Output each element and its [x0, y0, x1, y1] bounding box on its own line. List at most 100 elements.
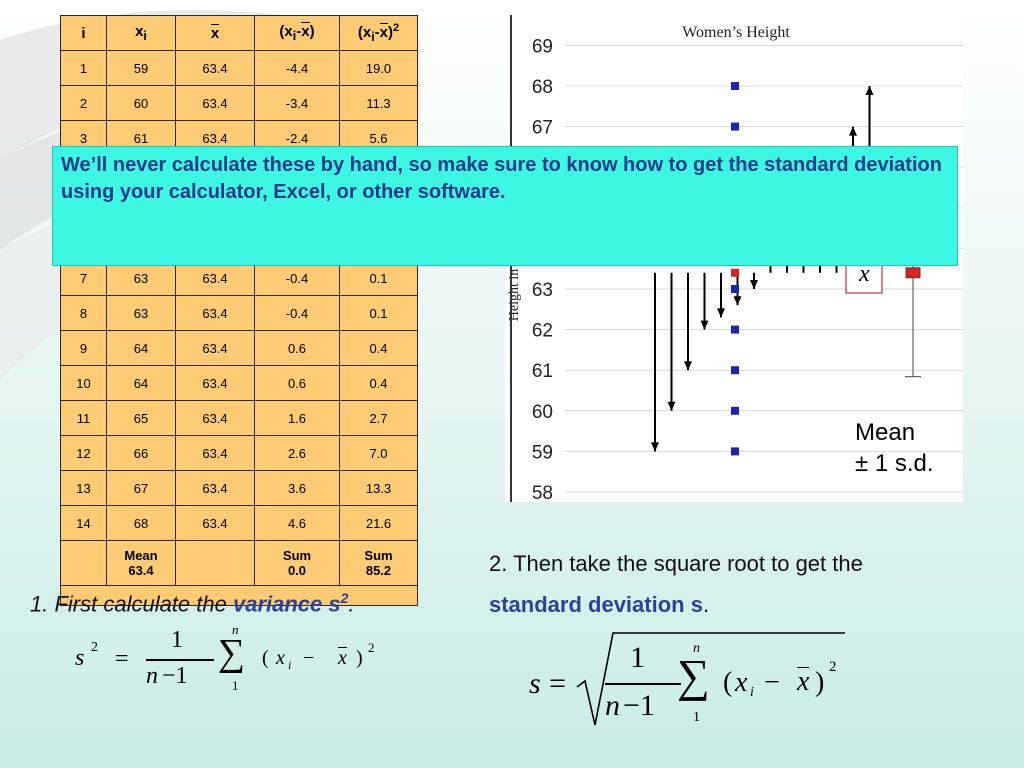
table-row: 13 67 63.4 3.6 13.3 — [60, 470, 418, 506]
var-den-rest: −1 — [162, 663, 188, 689]
step2-suffix: . — [702, 592, 710, 617]
cell-sq: 0.4 — [339, 330, 418, 366]
cell-sq: 7.0 — [339, 435, 418, 471]
sd-formula: s = 1 n −1 n ∑ 1 ( x i − x ) 2 — [527, 625, 857, 735]
cell-mean: 63.4 — [175, 85, 255, 121]
step1-exp: 2 — [340, 590, 349, 606]
y-tick-label: 59 — [532, 442, 553, 463]
var-den-n: n — [146, 663, 158, 689]
sd-sum-bot: 1 — [693, 710, 700, 725]
data-point — [731, 447, 739, 456]
y-tick-label: 60 — [532, 402, 553, 423]
y-tick-label: 69 — [532, 36, 553, 57]
cell-i: 1 — [60, 50, 107, 86]
cell-mean: 63.4 — [175, 330, 255, 366]
y-tick-label: 61 — [532, 361, 553, 382]
summary-sum-sq: Sum 85.2 — [339, 540, 418, 586]
sd-mean-marker — [905, 267, 921, 279]
var-sum-symbol: ∑ — [218, 632, 246, 674]
chart-ylabel: Height in — [507, 269, 522, 322]
cell-dev: -0.4 — [254, 295, 340, 331]
header-xbar: x — [175, 15, 255, 51]
cell-i: 8 — [60, 295, 107, 331]
table-summary-row: Mean 63.4 Sum 0.0 Sum 85.2 — [60, 540, 418, 586]
header-dev-mid: - — [296, 23, 302, 40]
step1-suffix: . — [348, 591, 355, 617]
header-xi: xi — [106, 15, 176, 51]
cell-sq: 11.3 — [339, 85, 418, 121]
cell-x: 59 — [106, 50, 176, 86]
cell-x: 67 — [106, 470, 176, 506]
header-dev-sub: i — [292, 29, 297, 43]
data-point — [731, 366, 739, 375]
sd-body-sub: i — [750, 685, 754, 700]
summary-mean-label: Mean — [124, 548, 158, 563]
y-tick-labels: 585960616263646566676869 — [532, 36, 554, 502]
step2-keyword: standard deviation s — [489, 592, 703, 617]
cell-i: 9 — [60, 330, 107, 366]
var-body-exp: 2 — [368, 640, 375, 655]
cell-sq: 19.0 — [339, 50, 418, 86]
mean-point — [731, 268, 739, 277]
sd-num: 1 — [630, 641, 645, 674]
cell-i: 14 — [60, 505, 107, 541]
sd-sum-top: n — [693, 641, 700, 656]
header-sq-exp: 2 — [393, 22, 400, 34]
summary-mean: Mean 63.4 — [106, 540, 176, 586]
step1-text: 1. First calculate the variance s2. — [30, 590, 355, 617]
var-body-close: ) — [356, 647, 363, 669]
data-point — [731, 285, 739, 293]
table-row: 11 65 63.4 1.6 2.7 — [60, 400, 418, 436]
cell-x: 68 — [106, 505, 176, 541]
var-body-sub: i — [288, 658, 292, 672]
sd-body-xbar: x — [797, 666, 810, 697]
cell-dev: -4.4 — [254, 50, 340, 86]
step1-keyword: variance s — [232, 591, 341, 617]
cell-mean: 63.4 — [175, 435, 255, 471]
cell-sq: 13.3 — [339, 470, 418, 506]
var-num: 1 — [171, 627, 183, 653]
var-sum-bot: 1 — [232, 678, 239, 693]
var-lhs-exp: 2 — [91, 640, 98, 655]
cell-mean: 63.4 — [175, 365, 255, 401]
cell-mean: 63.4 — [175, 400, 255, 436]
summary-empty — [175, 540, 255, 586]
cell-sq: 21.6 — [339, 505, 418, 541]
sd-sum-symbol: ∑ — [677, 650, 710, 701]
table-row: 1 59 63.4 -4.4 19.0 — [60, 50, 418, 86]
header-sq-open: (x — [357, 24, 372, 41]
variance-formula: s 2 = 1 n −1 n ∑ 1 ( x i − x ) 2 — [70, 622, 400, 700]
cell-dev: 1.6 — [254, 400, 340, 436]
table-row: 10 64 63.4 0.6 0.4 — [60, 365, 418, 401]
header-sq-sub: i — [371, 30, 375, 44]
sd-body-open: ( — [723, 667, 733, 698]
cell-mean: 63.4 — [175, 505, 255, 541]
cell-sq: 2.7 — [339, 400, 418, 436]
sd-fraction-bar — [605, 683, 681, 685]
header-sq-close: ) — [388, 24, 394, 41]
mean-symbol: x — [858, 261, 870, 287]
arrow-head — [684, 361, 692, 371]
cell-dev: 4.6 — [254, 505, 340, 541]
header-dev-open: (x — [279, 23, 293, 40]
arrow-head — [733, 296, 742, 306]
arrow-head — [849, 126, 857, 136]
sd-legend: Mean ± 1 s.d. — [855, 419, 934, 477]
table-row: 14 68 63.4 4.6 21.6 — [60, 505, 418, 541]
header-sq-xbar: x — [379, 23, 389, 41]
var-body-xbar: x — [338, 647, 347, 669]
table-footer-cell — [60, 585, 418, 606]
step2-text-line2: standard deviation s. — [489, 592, 709, 618]
arrow-head — [651, 442, 659, 452]
cell-x: 64 — [106, 365, 176, 401]
arrow-head — [717, 308, 725, 318]
deviation-arrows — [651, 86, 874, 452]
sd-eq: = — [549, 667, 566, 700]
arrow-head — [700, 320, 709, 330]
var-lhs: s — [75, 645, 85, 671]
arrow-head — [865, 86, 874, 95]
header-sq-mid: - — [374, 24, 380, 41]
cell-dev: -3.4 — [254, 85, 340, 121]
header-i: i — [60, 15, 107, 51]
table-row: 8 63 63.4 -0.4 0.1 — [60, 295, 418, 331]
